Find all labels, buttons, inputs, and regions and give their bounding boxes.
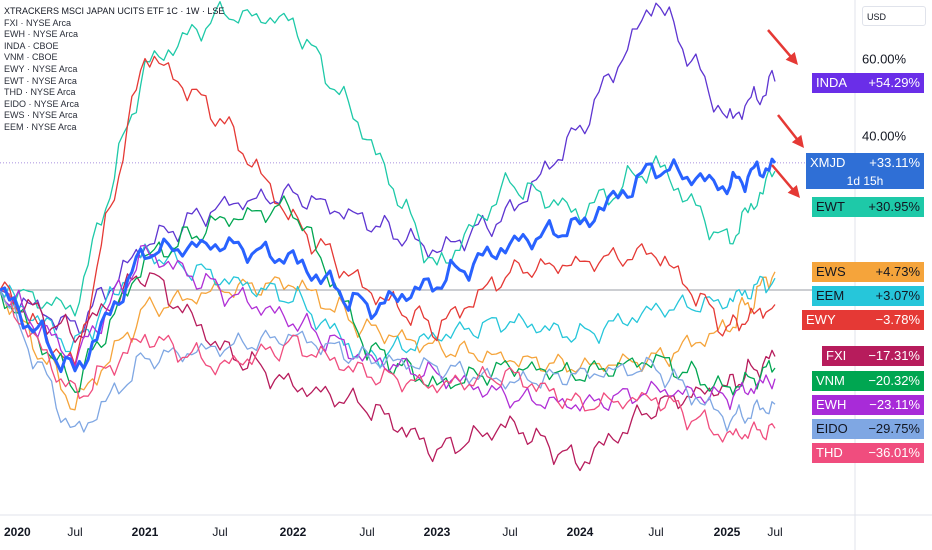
legend-title: XTRACKERS MSCI JAPAN UCITS ETF 1C · 1W ·… [4,6,225,16]
x-tick-label: Jul [502,525,517,539]
tag-value: −29.75% [868,421,920,436]
annotation-arrowhead [787,184,800,198]
series-line-eido[interactable] [0,289,776,433]
x-tick-label: Jul [767,525,782,539]
tag-symbol: EWH [816,397,847,412]
value-tag-fxi: FXI −17.31% [822,346,924,366]
x-tick-label: Jul [67,525,82,539]
series-line-xmjd[interactable] [0,157,777,374]
legend-item-eido: EIDO · NYSE Arca [4,98,80,109]
x-tick-label: 2021 [132,525,159,539]
legend-item-inda: INDA · CBOE [4,40,59,51]
value-tag-xmjd: XMJD +33.11% 1d 15h [806,153,924,189]
legend-item-fxi: FXI · NYSE Arca [4,17,72,28]
x-tick-label: 2024 [567,525,594,539]
series-line-ews[interactable] [0,271,776,411]
tag-symbol: EEM [816,288,845,303]
x-tick-label: Jul [648,525,663,539]
tag-value: +54.29% [868,75,920,90]
value-tag-eem: EEM +3.07% [812,286,924,306]
tag-value: +30.95% [868,199,920,214]
legend-item-ews: EWS · NYSE Arca [4,110,78,121]
y-tick-label: 60.00% [862,52,907,67]
tag-value: −23.11% [869,397,920,412]
tag-value: −3.78% [875,312,920,327]
legend-item-ewy: EWY · NYSE Arca [4,63,78,74]
value-tag-thd: THD −36.01% [812,443,924,463]
annotation-arrow [767,29,795,61]
x-tick-label: Jul [212,525,227,539]
tag-symbol: FXI [826,348,847,363]
x-tick-label: 2023 [424,525,451,539]
x-tick-label: 2020 [4,525,31,539]
tag-value: +3.07% [875,288,920,303]
tag-value: −17.31% [868,348,920,363]
legend-item-vnm: VNM · CBOE [4,52,58,63]
legend-item-eem: EEM · NYSE Arca [4,121,77,132]
tag-symbol: VNM [816,373,845,388]
tag-countdown: 1d 15h [846,174,884,188]
series-line-ewt[interactable] [0,1,776,317]
legend-item-ewt: EWT · NYSE Arca [4,75,77,86]
tag-symbol: XMJD [810,155,846,170]
value-tag-ewy: EWY −3.78% [802,310,924,330]
tag-value: −20.32% [868,373,920,388]
tag-symbol: EIDO [816,421,848,436]
annotation-arrow [771,164,797,194]
annotation-arrowhead [791,134,804,148]
tag-symbol: EWT [816,199,845,214]
tag-value: +33.11% [869,155,920,170]
value-tag-inda: INDA +54.29% [812,73,924,93]
series-line-fxi[interactable] [0,272,776,472]
value-tag-ewt: EWT +30.95% [812,197,924,217]
value-tag-eido: EIDO −29.75% [812,419,924,439]
x-tick-label: Jul [359,525,374,539]
currency-button[interactable]: USD [862,6,926,26]
tag-symbol: EWY [806,312,836,327]
x-tick-label: 2022 [280,525,307,539]
series-line-ewy[interactable] [0,55,776,366]
tag-value: −36.01% [868,445,920,460]
series-line-ewh[interactable] [0,244,776,412]
legend-item-ewh: EWH · NYSE Arca [4,29,79,40]
value-tag-vnm: VNM −20.32% [812,371,924,391]
annotation-arrowhead [785,51,798,65]
y-tick-label: 40.00% [862,128,907,143]
value-tag-ews: EWS +4.73% [812,262,924,282]
series-line-vnm[interactable] [0,195,776,396]
tag-value: +4.73% [875,264,920,279]
tag-symbol: THD [816,445,843,460]
tag-symbol: EWS [816,264,846,279]
series-line-inda[interactable] [0,2,776,335]
x-tick-label: 2025 [714,525,741,539]
tag-symbol: INDA [816,75,848,90]
chart-legend: XTRACKERS MSCI JAPAN UCITS ETF 1C · 1W ·… [4,6,224,134]
annotation-arrow [777,114,801,144]
series-line-thd[interactable] [0,289,776,443]
legend-item-thd: THD · NYSE Arca [4,87,76,98]
value-tag-ewh: EWH −23.11% [812,395,924,415]
